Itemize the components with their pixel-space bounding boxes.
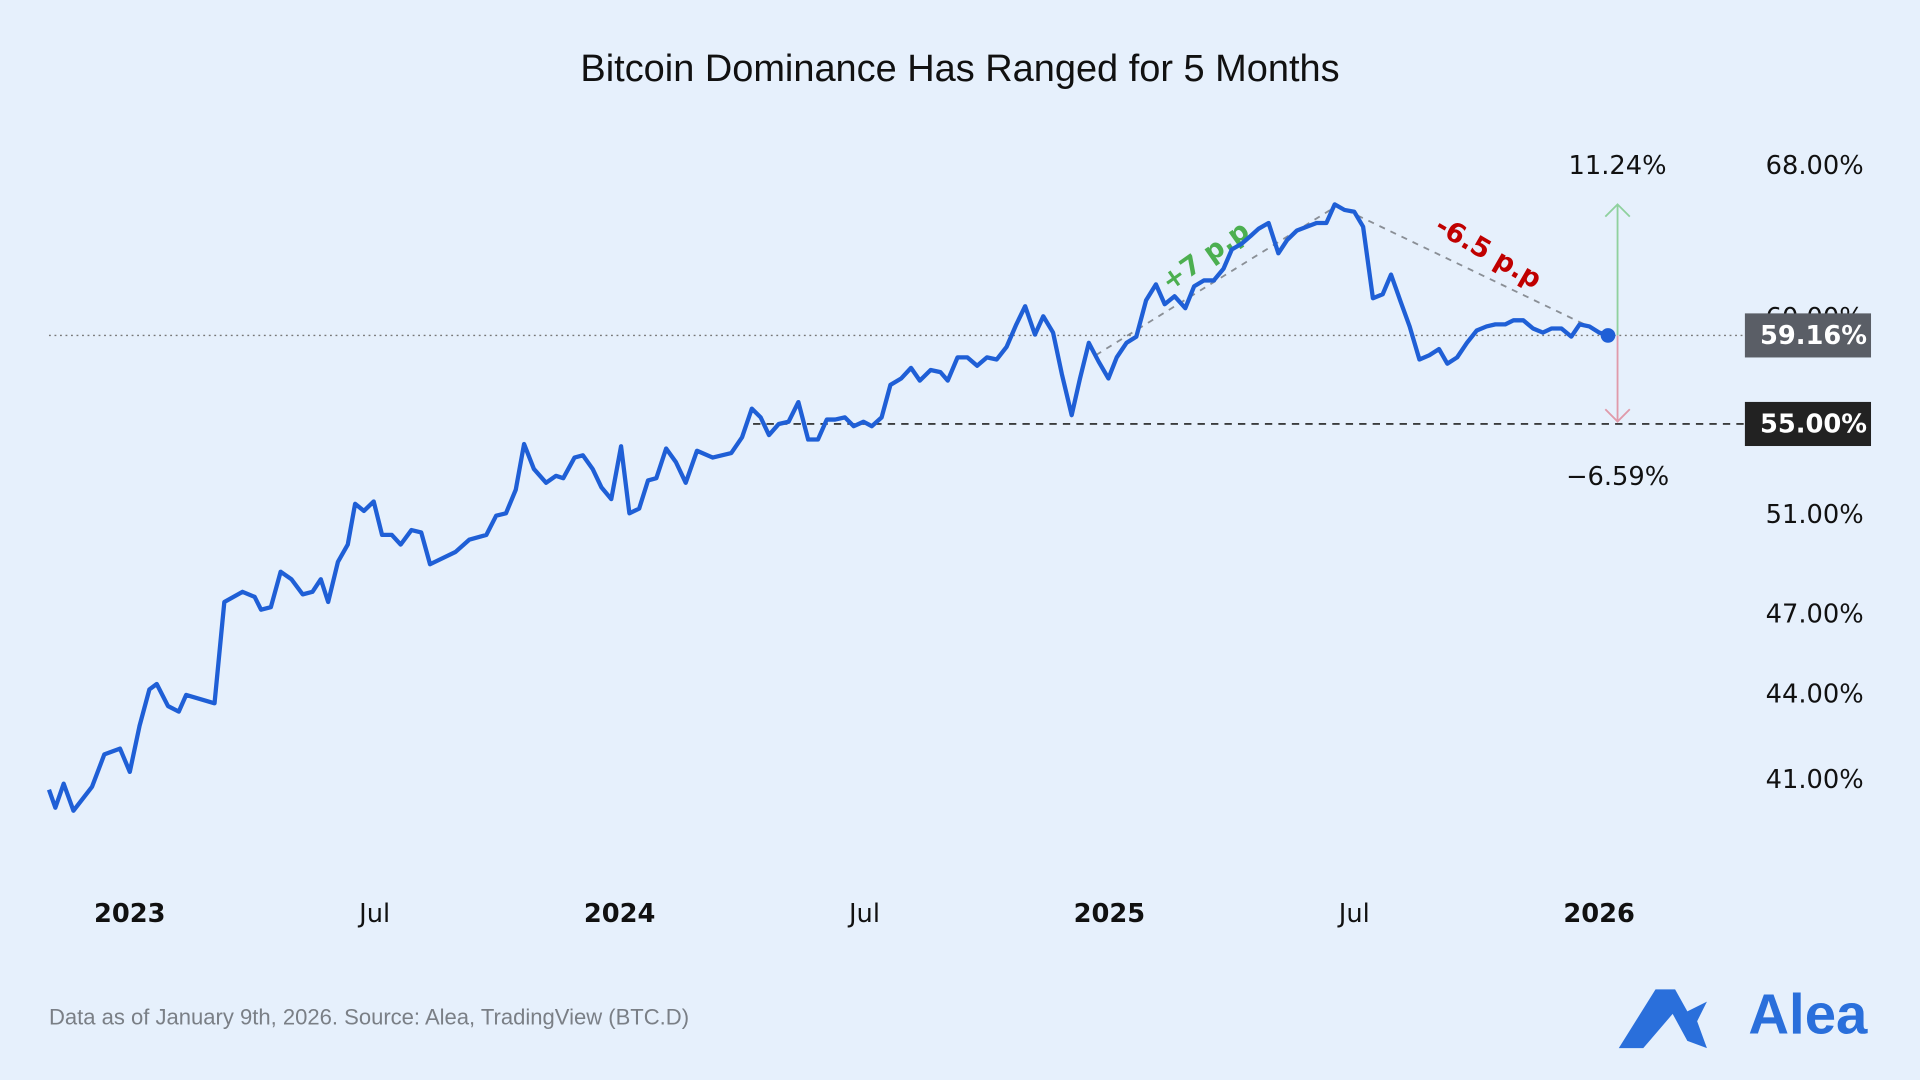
x-tick-label: Jul [357, 899, 390, 929]
x-tick-label: Jul [847, 899, 880, 929]
range-label: −6.59% [1566, 462, 1669, 492]
x-tick-label: 2023 [94, 899, 166, 929]
y-tick-label: 44.00% [1766, 679, 1864, 709]
arrow-head [1604, 408, 1631, 423]
y-tick-label: 51.00% [1766, 500, 1864, 530]
x-tick-label: Jul [1337, 899, 1370, 929]
arrow-head [1604, 203, 1631, 218]
level-label: 55.00% [1760, 410, 1867, 440]
x-tick-label: 2025 [1074, 899, 1146, 929]
data-line [46, 202, 1609, 813]
x-tick-label: 2026 [1563, 899, 1635, 929]
brand-logo: Alea [1618, 983, 1868, 1049]
level-box [1744, 401, 1872, 447]
last-point [1600, 328, 1616, 343]
range-label: 11.24% [1569, 151, 1667, 181]
level-box [1744, 313, 1872, 358]
logo-text: Alea [1748, 983, 1868, 1046]
y-tick-label: 68.00% [1766, 151, 1864, 181]
y-tick-label: 41.00% [1766, 765, 1864, 795]
y-tick-label: 47.00% [1766, 599, 1864, 629]
chart-title: Bitcoin Dominance Has Ranged for 5 Month… [580, 48, 1339, 90]
axes: 41.00%44.00%47.00%51.00%55.00%60.00%68.0… [94, 151, 1864, 929]
level-label: 59.16% [1760, 321, 1867, 351]
x-tick-label: 2024 [584, 899, 656, 929]
source-note: Data as of January 9th, 2026. Source: Al… [49, 1005, 689, 1030]
logo-icon [1618, 989, 1707, 1049]
